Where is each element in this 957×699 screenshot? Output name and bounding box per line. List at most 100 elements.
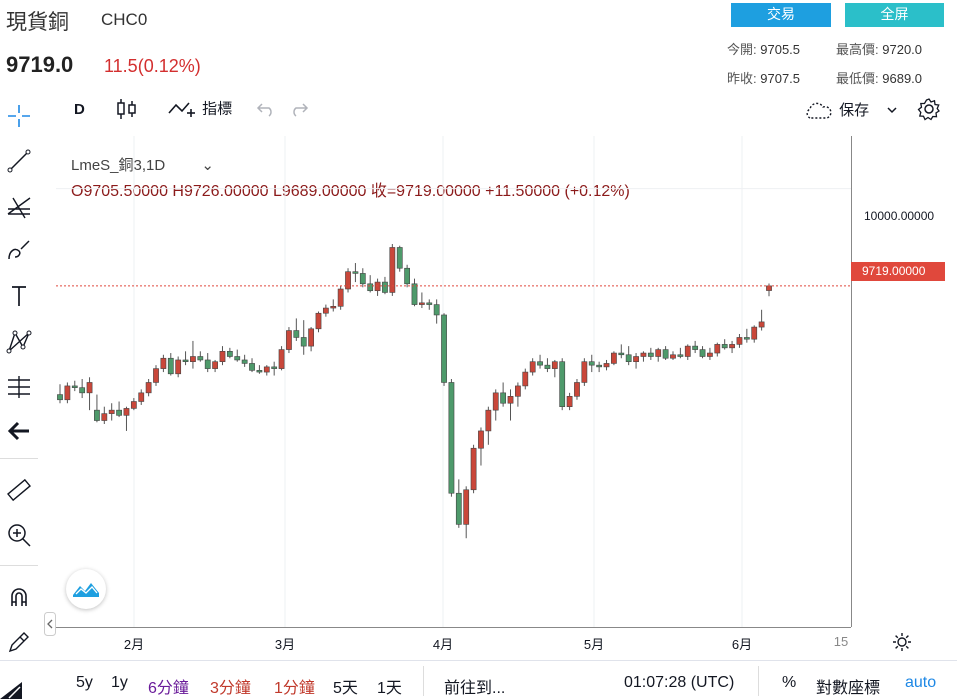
time-tick-label: 3月 [274, 637, 296, 652]
candle-body [175, 359, 182, 375]
redo-icon[interactable] [289, 100, 309, 122]
indicators-icon [168, 102, 195, 117]
fullscreen-button[interactable]: 全屏 [845, 3, 944, 27]
candle-body [108, 409, 115, 414]
price-tick-label: 10000.00000 [864, 209, 935, 223]
prev-close-stat: 昨收: 9707.5 [727, 68, 800, 87]
candle-body [330, 306, 337, 309]
candle-body [625, 354, 632, 362]
save-button[interactable]: 保存 [802, 99, 869, 122]
range-5y-button[interactable]: 5y [76, 674, 93, 691]
percent-scale-toggle[interactable]: % [782, 674, 797, 691]
prev-close-value: 9707.5 [760, 71, 801, 86]
candle-body [71, 385, 78, 388]
series-legend-title[interactable]: LmeS_銅3,1D ⌄ [71, 154, 214, 175]
collapse-toolbar-chevron-icon[interactable] [44, 612, 56, 640]
candle-body [522, 371, 529, 387]
candle-body [662, 349, 669, 359]
candle-body [603, 363, 610, 368]
candle-body [382, 281, 388, 293]
series-name: LmeS_銅3,1D [71, 157, 166, 174]
candle-body [766, 285, 772, 291]
lock-pencil-icon[interactable] [0, 622, 38, 662]
candle-body [101, 413, 108, 421]
high-value: 9720.0 [882, 42, 923, 57]
candlestick-chart[interactable] [56, 136, 851, 627]
candle-body [86, 382, 93, 394]
candle-body [204, 359, 211, 369]
candle-body [441, 314, 447, 383]
candle-body [64, 385, 71, 401]
pattern-tool-icon[interactable] [0, 321, 38, 361]
hide-drawings-icon[interactable] [0, 682, 22, 699]
candle-style-icon[interactable] [115, 96, 139, 126]
candle-body [278, 349, 285, 369]
candle-body [743, 337, 750, 340]
range-3m-button[interactable]: 3分鐘 [210, 680, 251, 697]
utc-clock[interactable]: 01:07:28 (UTC) [624, 674, 735, 691]
candle-body [714, 344, 721, 354]
candle-body [337, 288, 344, 307]
candle-body [647, 352, 654, 357]
zoom-in-icon[interactable] [0, 515, 38, 555]
candle-body [160, 357, 167, 369]
logo-icon[interactable] [66, 569, 106, 609]
back-arrow-icon[interactable] [0, 411, 38, 451]
candle-body [219, 351, 226, 362]
candle-body [256, 370, 263, 373]
brush-tool-icon[interactable] [0, 231, 38, 271]
text-tool-icon[interactable] [0, 276, 38, 316]
candle-body [551, 361, 558, 369]
log-scale-toggle[interactable]: 對數座標 [816, 680, 881, 697]
price-scale[interactable] [851, 136, 957, 627]
candle-body [271, 366, 278, 369]
prediction-tool-icon[interactable] [0, 366, 38, 406]
low-value: 9689.0 [882, 71, 923, 86]
last-price: 9719.0 [6, 52, 74, 77]
candle-body [411, 283, 418, 305]
range-1m-button[interactable]: 1分鐘 [274, 680, 315, 697]
legend-chevron-down-icon[interactable]: ⌄ [201, 157, 214, 174]
candle-body [300, 337, 307, 347]
time-tick-label: 4月 [432, 637, 454, 652]
auto-scale-toggle[interactable]: auto [905, 674, 937, 691]
candle-body [692, 345, 699, 350]
candle-body [426, 302, 433, 305]
open-value: 9705.5 [760, 42, 801, 57]
candle-body [241, 359, 248, 364]
candle-body [566, 396, 573, 407]
candle-body [419, 302, 425, 305]
save-dropdown-chevron-icon[interactable] [886, 101, 898, 120]
ruler-tool-icon[interactable] [0, 470, 38, 510]
indicators-button[interactable]: 指標 [167, 97, 232, 121]
candle-body [433, 304, 440, 316]
last-price-tag: 9719.00000 [851, 262, 945, 281]
trade-button[interactable]: 交易 [731, 3, 831, 27]
candle-body [721, 344, 728, 349]
trend-line-tool-icon[interactable] [0, 141, 38, 181]
range-1d-button[interactable]: 1天 [377, 680, 402, 697]
candle-body [581, 361, 588, 383]
crosshair-tool-icon[interactable] [0, 96, 38, 136]
undo-icon[interactable] [256, 100, 276, 122]
go-to-date-button[interactable]: 前往到... [444, 680, 506, 697]
bottom-divider [758, 666, 759, 696]
candle-body [478, 430, 484, 449]
candle-body [544, 364, 551, 369]
candle-body [367, 283, 374, 292]
magnet-tool-icon[interactable] [0, 578, 38, 618]
candle-body [611, 352, 617, 364]
candle-body [455, 492, 462, 525]
time-scale-settings-icon[interactable] [892, 632, 912, 656]
candle-body [470, 447, 477, 491]
range-1y-button[interactable]: 1y [111, 674, 128, 691]
range-6m-button[interactable]: 6分鐘 [148, 680, 189, 697]
candle-body [389, 247, 396, 293]
fib-tool-icon[interactable] [0, 186, 38, 226]
candle-body [263, 366, 270, 373]
range-5d-button[interactable]: 5天 [333, 680, 358, 697]
candle-body [94, 409, 100, 421]
candle-body [167, 357, 174, 375]
settings-gear-icon[interactable] [917, 97, 941, 125]
interval-button[interactable]: D [74, 101, 85, 118]
